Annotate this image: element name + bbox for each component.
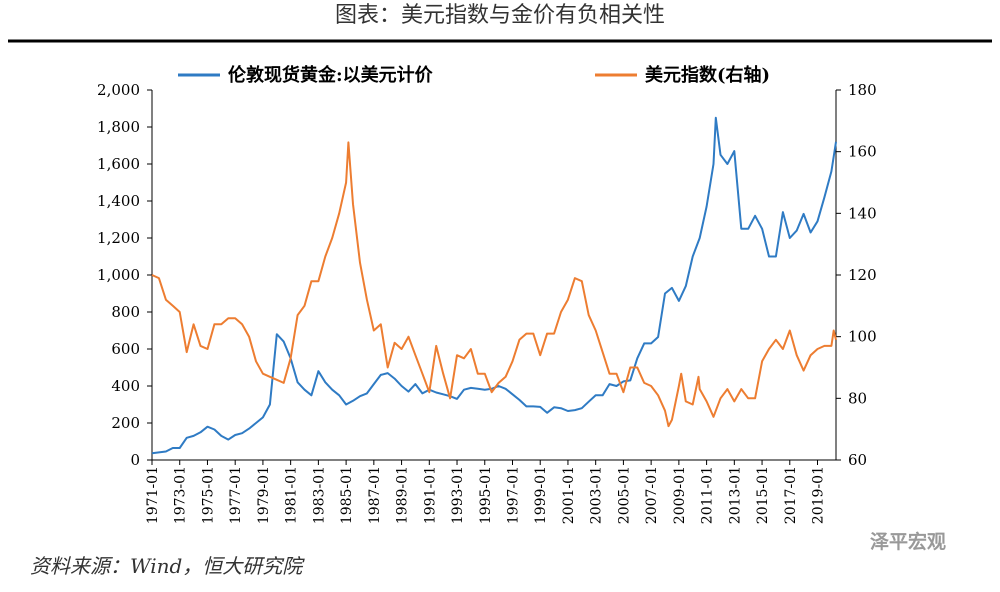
- x-tick-label: 1979-01: [256, 466, 272, 524]
- y-tick-label: 1,000: [97, 266, 140, 284]
- y2-tick-label: 120: [848, 266, 877, 284]
- legend-label: 伦敦现货黄金:以美元计价: [228, 64, 434, 86]
- x-tick-label: 1995-01: [478, 466, 494, 524]
- x-tick-label: 2007-01: [644, 466, 660, 524]
- x-tick-label: 1993-01: [450, 466, 466, 524]
- y-tick-label: 1,200: [97, 229, 140, 247]
- y2-tick-label: 160: [848, 143, 877, 161]
- chart-title: 图表：美元指数与金价有负相关性: [335, 3, 665, 28]
- y-tick-label: 1,800: [97, 118, 140, 136]
- x-tick-label: 1973-01: [173, 466, 189, 524]
- x-tick-label: 1991-01: [422, 466, 438, 524]
- y2-tick-label: 80: [848, 389, 867, 407]
- x-tick-label: 1999-01: [533, 466, 549, 524]
- x-tick-label: 1971-01: [145, 466, 161, 524]
- y-tick-label: 1,600: [97, 155, 140, 173]
- legend-label: 美元指数(右轴): [645, 64, 770, 86]
- source-note: 资料来源：Wind，恒大研究院: [30, 554, 305, 578]
- x-tick-label: 2019-01: [811, 466, 827, 524]
- x-tick-label: 1989-01: [395, 466, 411, 524]
- y2-tick-label: 180: [848, 81, 877, 99]
- watermark: 泽平宏观: [870, 530, 946, 553]
- x-tick-label: 1981-01: [284, 466, 300, 524]
- x-tick-label: 1997-01: [505, 466, 521, 524]
- x-tick-label: 1977-01: [228, 466, 244, 524]
- y2-tick-label: 100: [848, 328, 877, 346]
- y-tick-label: 2,000: [97, 81, 140, 99]
- series-line: [151, 116, 837, 455]
- y2-tick-label: 60: [848, 451, 867, 469]
- series-line: [151, 141, 837, 428]
- x-tick-label: 2015-01: [755, 466, 771, 524]
- x-tick-label: 1975-01: [200, 466, 216, 524]
- x-tick-label: 2003-01: [589, 466, 605, 524]
- x-tick-label: 2005-01: [616, 466, 632, 524]
- x-tick-label: 2001-01: [561, 466, 577, 524]
- y-tick-label: 1,400: [97, 192, 140, 210]
- y-tick-label: 0: [130, 451, 140, 469]
- x-tick-label: 2017-01: [783, 466, 799, 524]
- y-tick-label: 800: [111, 303, 140, 321]
- x-tick-label: 2009-01: [672, 466, 688, 524]
- y-tick-label: 200: [111, 414, 140, 432]
- y-tick-label: 600: [111, 340, 140, 358]
- y-tick-label: 400: [111, 377, 140, 395]
- x-tick-label: 2011-01: [700, 466, 716, 524]
- y2-tick-label: 140: [848, 204, 877, 222]
- x-tick-label: 1987-01: [367, 466, 383, 524]
- x-tick-label: 1983-01: [311, 466, 327, 524]
- x-tick-label: 1985-01: [339, 466, 355, 524]
- x-tick-label: 2013-01: [727, 466, 743, 524]
